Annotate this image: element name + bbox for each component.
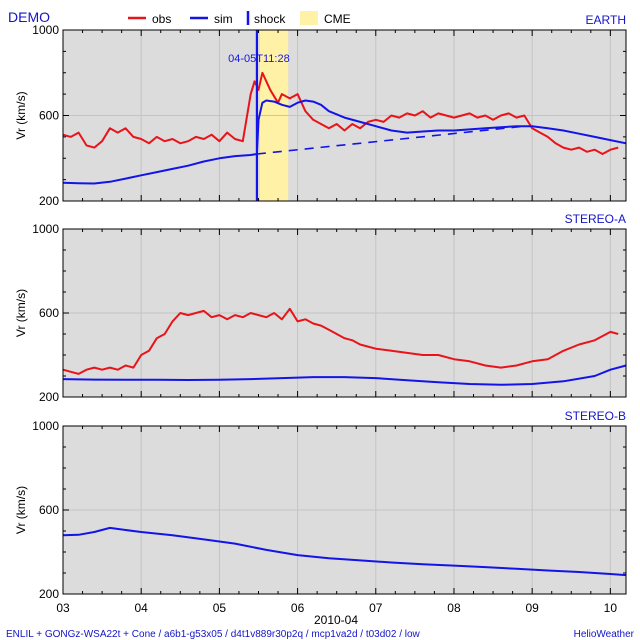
series-sim-line bbox=[62, 364, 627, 386]
legend-shock-label: shock bbox=[254, 12, 286, 26]
x-tick-label: 03 bbox=[56, 601, 70, 615]
y-tick-label: 600 bbox=[39, 109, 59, 123]
x-tick-label: 10 bbox=[604, 601, 618, 615]
panel-earth: 04-05T11:28 200 600 1000 Vr (km/s) EARTH bbox=[14, 13, 627, 208]
legend-CME-label: CME bbox=[324, 12, 351, 26]
y-tick-label: 200 bbox=[39, 587, 59, 601]
series-sim-ambient-line bbox=[256, 125, 525, 155]
y-tick-label: 1000 bbox=[32, 419, 59, 433]
y-tick-label: 200 bbox=[39, 390, 59, 404]
panel-title: EARTH bbox=[586, 13, 626, 27]
legend: obs sim shock CME bbox=[128, 11, 351, 26]
series-obs-line bbox=[62, 71, 619, 155]
panel-title: STEREO-B bbox=[565, 409, 626, 423]
series-obs-line bbox=[62, 307, 619, 375]
shock-label: 04-05T11:28 bbox=[228, 53, 290, 65]
legend-CME-swatch bbox=[300, 11, 318, 25]
x-tick-label: 05 bbox=[213, 601, 227, 615]
x-tick-label: 08 bbox=[447, 601, 461, 615]
x-axis-label: 2010-04 bbox=[314, 613, 358, 627]
panel-title: STEREO-A bbox=[565, 212, 626, 226]
legend-obs-label: obs bbox=[152, 12, 171, 26]
y-tick-label: 1000 bbox=[32, 23, 59, 37]
y-tick-label: 600 bbox=[39, 306, 59, 320]
legend-sim-label: sim bbox=[214, 12, 233, 26]
panel-stereo-b: 200 600 1000 Vr (km/s) STEREO-B bbox=[14, 409, 627, 601]
x-tick-label: 07 bbox=[369, 601, 383, 615]
y-axis-label: Vr (km/s) bbox=[14, 486, 28, 534]
x-tick-label: 04 bbox=[135, 601, 149, 615]
panel-stereo-a: 200 600 1000 Vr (km/s) STEREO-A bbox=[14, 212, 627, 404]
y-axis-label: Vr (km/s) bbox=[14, 91, 28, 139]
y-tick-label: 200 bbox=[39, 194, 59, 208]
x-tick-label: 06 bbox=[291, 601, 305, 615]
y-tick-label: 1000 bbox=[32, 222, 59, 236]
y-axis-label: Vr (km/s) bbox=[14, 289, 28, 337]
x-tick-label: 09 bbox=[525, 601, 539, 615]
series-sim-line bbox=[62, 99, 627, 185]
y-tick-label: 600 bbox=[39, 503, 59, 517]
footer-model-info: ENLIL + GONGz-WSA22t + Cone / a6b1-g53x0… bbox=[6, 629, 421, 640]
chart-header-title: DEMO bbox=[8, 9, 50, 25]
footer-brand: HelioWeather bbox=[574, 629, 635, 640]
series-sim-line bbox=[62, 526, 627, 577]
